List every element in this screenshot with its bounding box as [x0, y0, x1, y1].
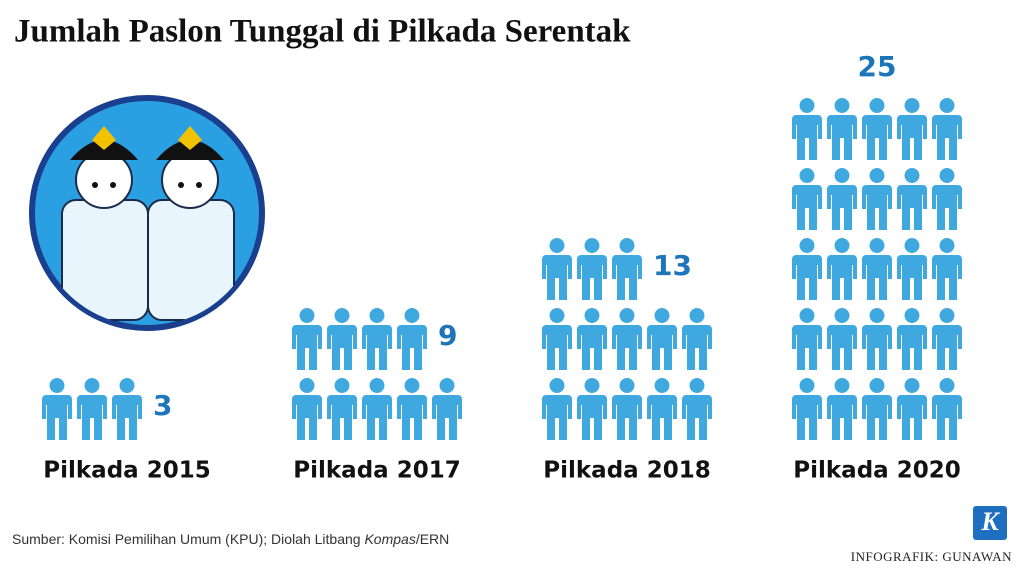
- person-icon: [827, 238, 857, 300]
- person-icon: [432, 378, 462, 440]
- person-icon: [792, 238, 822, 300]
- chart-title: Jumlah Paslon Tunggal di Pilkada Serenta…: [14, 14, 631, 50]
- person-icon: [292, 308, 322, 370]
- value-label: 25: [858, 50, 897, 83]
- person-icon: [647, 308, 677, 370]
- person-icon: [77, 378, 107, 440]
- source-prefix: Sumber: Komisi Pemilihan Umum (KPU); Dio…: [12, 531, 364, 547]
- person-icon: [792, 168, 822, 230]
- person-icon: [612, 238, 642, 300]
- person-icon: [577, 378, 607, 440]
- person-icon: [577, 238, 607, 300]
- person-icon: [897, 98, 927, 160]
- category-label: Pilkada 2015: [43, 458, 210, 484]
- person-icon: [932, 378, 962, 440]
- source: Sumber: Komisi Pemilihan Umum (KPU); Dio…: [12, 531, 449, 547]
- logo: K: [980, 507, 1000, 536]
- person-icon: [577, 308, 607, 370]
- person-icon: [397, 308, 427, 370]
- category-label: Pilkada 2020: [793, 458, 960, 484]
- person-icon: [897, 378, 927, 440]
- category-label: Pilkada 2018: [543, 458, 710, 484]
- icon-group: [292, 308, 462, 440]
- person-icon: [792, 308, 822, 370]
- person-icon: [862, 98, 892, 160]
- person-icon: [897, 168, 927, 230]
- person-icon: [542, 238, 572, 300]
- person-icon: [362, 308, 392, 370]
- person-icon: [612, 308, 642, 370]
- category-label: Pilkada 2017: [293, 458, 460, 484]
- person-icon: [862, 378, 892, 440]
- illustration: [29, 95, 265, 331]
- person-icon: [327, 308, 357, 370]
- credit: INFOGRAFIK: GUNAWAN: [851, 549, 1012, 564]
- value-label: 3: [153, 389, 172, 422]
- logo-box: [973, 506, 1007, 540]
- person-icon: [932, 168, 962, 230]
- person-icon: [682, 378, 712, 440]
- person-icon: [542, 378, 572, 440]
- person-icon: [862, 238, 892, 300]
- person-icon: [862, 308, 892, 370]
- person-icon: [932, 98, 962, 160]
- icon-group: [42, 378, 142, 440]
- source-publication: Kompas: [364, 531, 415, 547]
- person-icon: [932, 308, 962, 370]
- person-icon: [792, 378, 822, 440]
- person-icon: [932, 238, 962, 300]
- person-icon: [112, 378, 142, 440]
- person-icon: [827, 308, 857, 370]
- person-icon: [327, 378, 357, 440]
- person-icon: [42, 378, 72, 440]
- person-icon: [827, 378, 857, 440]
- person-icon: [612, 378, 642, 440]
- person-icon: [862, 168, 892, 230]
- person-icon: [397, 378, 427, 440]
- person-icon: [792, 98, 822, 160]
- icon-group: [542, 238, 712, 440]
- value-label: 9: [438, 319, 457, 352]
- person-icon: [897, 308, 927, 370]
- person-icon: [827, 168, 857, 230]
- person-icon: [897, 238, 927, 300]
- person-icon: [542, 308, 572, 370]
- person-icon: [827, 98, 857, 160]
- person-icon: [362, 378, 392, 440]
- person-icon: [647, 378, 677, 440]
- person-icon: [292, 378, 322, 440]
- person-icon: [682, 308, 712, 370]
- icon-group: [792, 98, 962, 440]
- value-label: 13: [653, 249, 692, 282]
- source-suffix: /ERN: [416, 531, 449, 547]
